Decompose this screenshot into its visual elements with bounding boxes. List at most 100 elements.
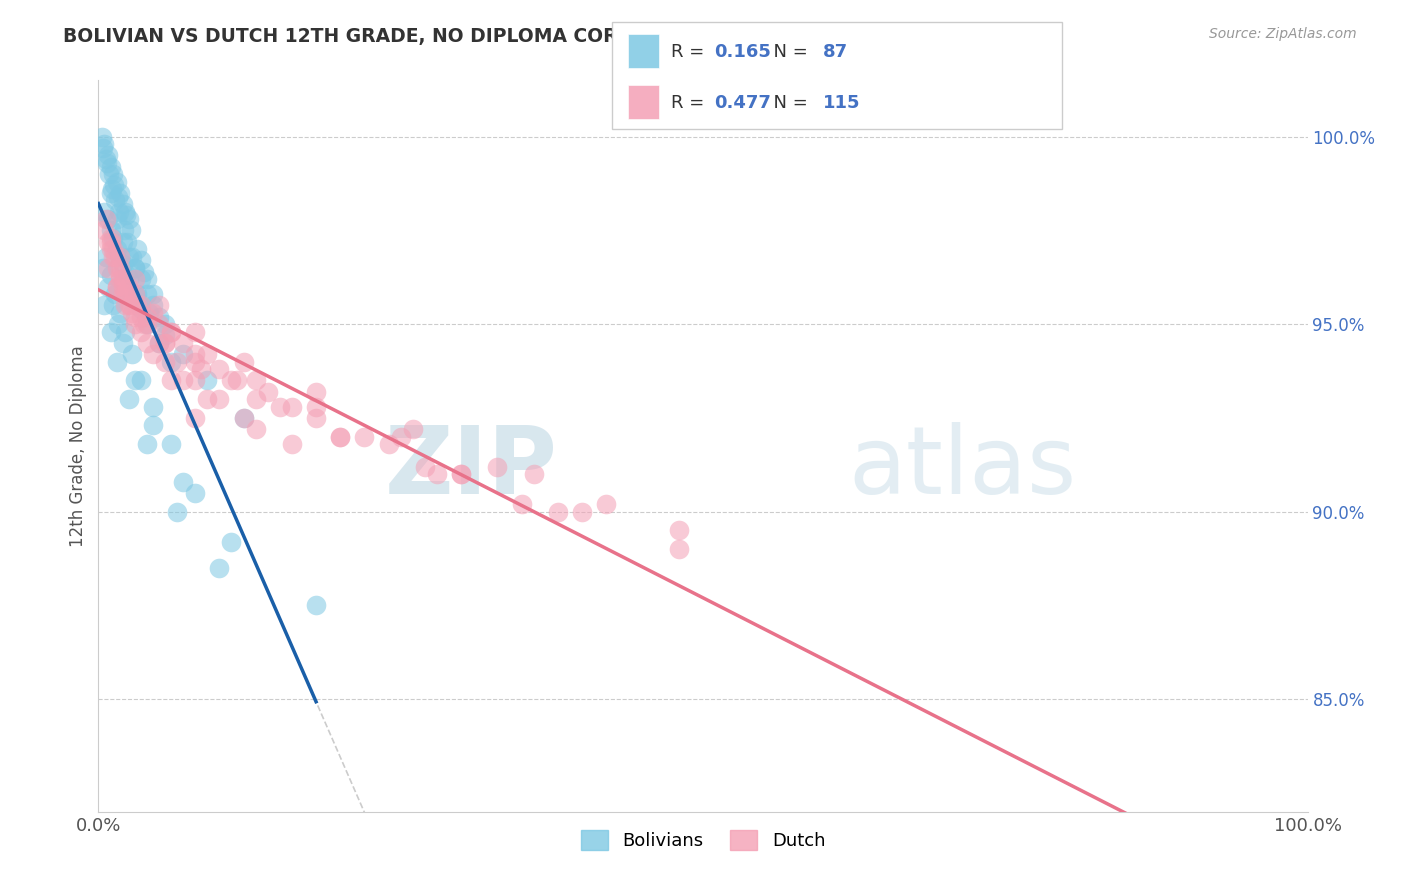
Point — [111, 257, 134, 271]
Text: ZIP: ZIP — [385, 422, 558, 514]
Point — [114, 325, 136, 339]
Point — [129, 272, 152, 286]
Point — [118, 250, 141, 264]
Point — [208, 561, 231, 575]
Point — [108, 272, 131, 286]
Point — [547, 505, 569, 519]
Point — [93, 223, 115, 237]
Point — [134, 264, 156, 278]
Point — [100, 268, 122, 283]
Point — [184, 373, 207, 387]
Point — [100, 182, 122, 196]
Point — [124, 317, 146, 331]
Point — [105, 242, 128, 256]
Point — [94, 250, 117, 264]
Point — [97, 212, 120, 227]
Point — [166, 354, 188, 368]
Point — [104, 194, 127, 208]
Point — [245, 392, 267, 406]
Point — [135, 317, 157, 331]
Point — [97, 148, 120, 162]
Point — [121, 347, 143, 361]
Point — [142, 298, 165, 312]
Point — [124, 287, 146, 301]
Point — [124, 260, 146, 275]
Point — [118, 392, 141, 406]
Text: N =: N = — [762, 94, 814, 112]
Point — [129, 253, 152, 268]
Point — [101, 242, 124, 256]
Point — [97, 279, 120, 293]
Point — [668, 542, 690, 557]
Point — [91, 129, 114, 144]
Point — [148, 317, 170, 331]
Point — [129, 373, 152, 387]
Point — [450, 467, 472, 482]
Point — [184, 325, 207, 339]
Point — [510, 497, 533, 511]
Point — [100, 186, 122, 200]
Point — [107, 189, 129, 203]
Point — [129, 325, 152, 339]
Point — [523, 467, 546, 482]
Point — [486, 459, 509, 474]
Point — [148, 298, 170, 312]
Point — [108, 204, 131, 219]
Point — [571, 505, 593, 519]
Point — [450, 467, 472, 482]
Point — [135, 272, 157, 286]
Point — [329, 429, 352, 443]
Point — [114, 287, 136, 301]
Point — [668, 524, 690, 538]
Point — [148, 335, 170, 350]
Point — [104, 287, 127, 301]
Point — [107, 317, 129, 331]
Point — [269, 400, 291, 414]
Point — [195, 373, 218, 387]
Point — [129, 310, 152, 324]
Point — [426, 467, 449, 482]
Point — [232, 410, 254, 425]
Point — [142, 418, 165, 433]
Point — [184, 410, 207, 425]
Point — [94, 212, 117, 227]
Point — [121, 250, 143, 264]
Point — [142, 287, 165, 301]
Point — [111, 235, 134, 249]
Point — [118, 272, 141, 286]
Point — [377, 437, 399, 451]
Point — [160, 437, 183, 451]
Point — [135, 310, 157, 324]
Point — [111, 272, 134, 286]
Point — [101, 250, 124, 264]
Point — [389, 429, 412, 443]
Point — [135, 287, 157, 301]
Point — [117, 235, 139, 249]
Point — [112, 223, 135, 237]
Point — [120, 223, 142, 237]
Point — [166, 505, 188, 519]
Point — [160, 354, 183, 368]
Point — [353, 429, 375, 443]
Point — [232, 410, 254, 425]
Point — [124, 373, 146, 387]
Point — [91, 260, 114, 275]
Point — [115, 208, 138, 222]
Point — [111, 287, 134, 301]
Legend: Bolivians, Dutch: Bolivians, Dutch — [574, 823, 832, 857]
Point — [153, 335, 176, 350]
Point — [208, 362, 231, 376]
Point — [184, 347, 207, 361]
Point — [281, 400, 304, 414]
Point — [124, 287, 146, 301]
Point — [104, 250, 127, 264]
Point — [118, 212, 141, 227]
Point — [172, 373, 194, 387]
Point — [124, 260, 146, 275]
Point — [172, 475, 194, 489]
Text: 0.477: 0.477 — [714, 94, 770, 112]
Point — [305, 599, 328, 613]
Point — [153, 328, 176, 343]
Point — [105, 279, 128, 293]
Point — [100, 231, 122, 245]
